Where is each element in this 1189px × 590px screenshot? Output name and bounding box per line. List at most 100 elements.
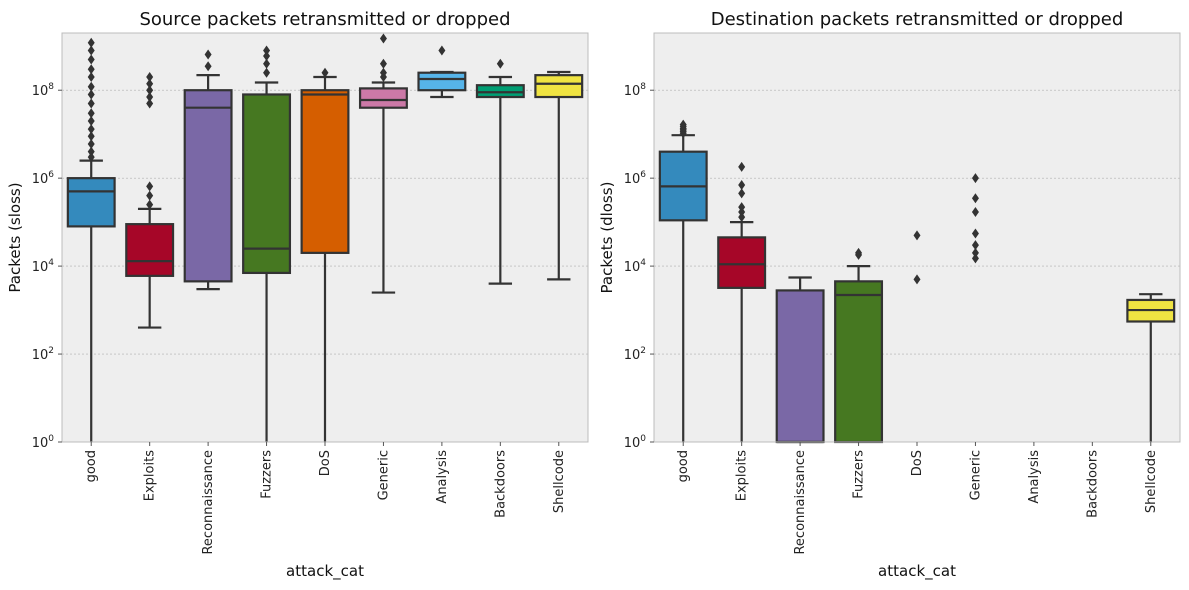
outlier-point <box>87 64 95 75</box>
outlier-point <box>204 49 212 60</box>
outlier-point <box>87 81 95 92</box>
right-chart-title: Destination packets retransmitted or dro… <box>711 9 1124 30</box>
outlier-point <box>87 37 95 48</box>
outlier-point <box>146 190 154 201</box>
right-y-tick-label: 100 <box>624 434 647 451</box>
outlier-point <box>321 67 329 78</box>
right-points-dos <box>913 230 921 285</box>
box-iqr <box>775 289 825 444</box>
box-iqr <box>417 71 467 92</box>
outlier-point <box>263 67 271 78</box>
box-iqr <box>358 87 408 109</box>
left-y-tick-label: 102 <box>32 346 54 363</box>
outlier-point <box>971 173 979 184</box>
outlier-point <box>146 78 154 89</box>
right-box-shellcode <box>1126 293 1176 442</box>
left-y-axis-label: Packets (sloss) <box>6 182 24 292</box>
right-box-good <box>658 119 708 442</box>
left-box-good <box>66 37 116 442</box>
outlier-point <box>87 71 95 82</box>
right-box-reconnaissance <box>775 276 825 444</box>
left-x-tick-label-good: good <box>84 450 99 482</box>
box-iqr <box>183 89 233 283</box>
right-x-axis-label: attack_cat <box>878 562 956 581</box>
left-x-tick-label-backdoors: Backdoors <box>493 450 508 518</box>
right-box-fuzzers <box>834 247 884 444</box>
box-iqr <box>717 236 767 289</box>
outlier-point <box>146 71 154 82</box>
outlier-point <box>971 206 979 217</box>
outlier-point <box>204 61 212 72</box>
outlier-point <box>87 45 95 56</box>
outlier-point <box>146 98 154 109</box>
outlier-point <box>379 33 387 44</box>
outlier-point <box>263 50 271 61</box>
outlier-point <box>971 228 979 239</box>
box-iqr <box>534 74 584 99</box>
box-iqr <box>300 89 350 254</box>
outlier-point <box>87 124 95 135</box>
left-x-ticks: good Exploits Reconnaissance Fuzzers DoS Gene… <box>84 442 567 555</box>
outlier-point <box>379 67 387 78</box>
outlier-point <box>738 188 746 199</box>
outlier-point <box>263 45 271 56</box>
left-box-generic <box>358 33 408 294</box>
outlier-point <box>913 230 921 241</box>
outlier-point <box>87 54 95 65</box>
right-x-tick-label-backdoors: Backdoors <box>1085 450 1100 518</box>
box-iqr <box>475 84 525 99</box>
outlier-point <box>438 45 446 56</box>
left-chart-title: Source packets retransmitted or dropped <box>139 9 510 30</box>
left-box-reconnaissance <box>183 49 233 291</box>
left-y-tick-label: 106 <box>32 170 55 187</box>
right-x-ticks: good Exploits Reconnaissance Fuzzers DoS Gene… <box>676 442 1159 555</box>
left-x-tick-label-dos: DoS <box>318 450 333 476</box>
outlier-point <box>738 212 746 223</box>
outlier-point <box>87 89 95 100</box>
right-y-axis-label: Packets (dloss) <box>598 182 616 294</box>
left-x-tick-label-shellcode: Shellcode <box>552 450 567 513</box>
outlier-point <box>87 98 95 109</box>
box-iqr <box>66 177 116 228</box>
left-x-tick-label-exploits: Exploits <box>143 450 158 501</box>
outlier-point <box>87 146 95 157</box>
outlier-point <box>971 240 979 251</box>
outlier-point <box>146 181 154 192</box>
outlier-point <box>87 115 95 126</box>
left-y-tick-label: 108 <box>32 82 55 99</box>
outlier-point <box>87 131 95 142</box>
outlier-point <box>496 58 504 69</box>
left-panel: 100 102 104 106 108 good Exploits Reconnaissan… <box>6 9 589 581</box>
outlier-point <box>738 179 746 190</box>
right-y-tick-label: 106 <box>624 170 647 187</box>
right-x-tick-label-dos: DoS <box>910 450 925 476</box>
right-y-tick-label: 104 <box>624 258 647 275</box>
left-x-tick-label-analysis: Analysis <box>435 450 450 504</box>
left-x-tick-label-fuzzers: Fuzzers <box>260 450 275 499</box>
right-x-tick-label-shellcode: Shellcode <box>1144 450 1159 513</box>
outlier-point <box>679 119 687 130</box>
outlier-point <box>146 92 154 103</box>
left-box-fuzzers <box>242 45 292 442</box>
left-y-tick-label: 100 <box>32 434 55 451</box>
right-y-tick-label: 108 <box>624 82 647 99</box>
outlier-point <box>146 199 154 210</box>
right-y-tick-label: 102 <box>624 346 646 363</box>
left-y-ticks: 100 102 104 106 108 <box>32 82 62 451</box>
right-points-generic <box>971 173 979 264</box>
box-iqr <box>125 223 175 277</box>
outlier-point <box>738 161 746 172</box>
outlier-point <box>87 108 95 119</box>
left-x-tick-label-reconnaissance: Reconnaissance <box>201 450 216 555</box>
right-boxes <box>658 119 1176 444</box>
box-iqr <box>834 280 884 444</box>
left-y-tick-label: 104 <box>32 258 55 275</box>
outlier-point <box>971 193 979 204</box>
outlier-point <box>379 58 387 69</box>
box-iqr <box>242 93 292 275</box>
outlier-point <box>971 253 979 264</box>
outlier-point <box>855 247 863 258</box>
left-boxes <box>66 33 584 442</box>
right-y-ticks: 100 102 104 106 108 <box>624 82 654 451</box>
right-x-tick-label-exploits: Exploits <box>735 450 750 501</box>
